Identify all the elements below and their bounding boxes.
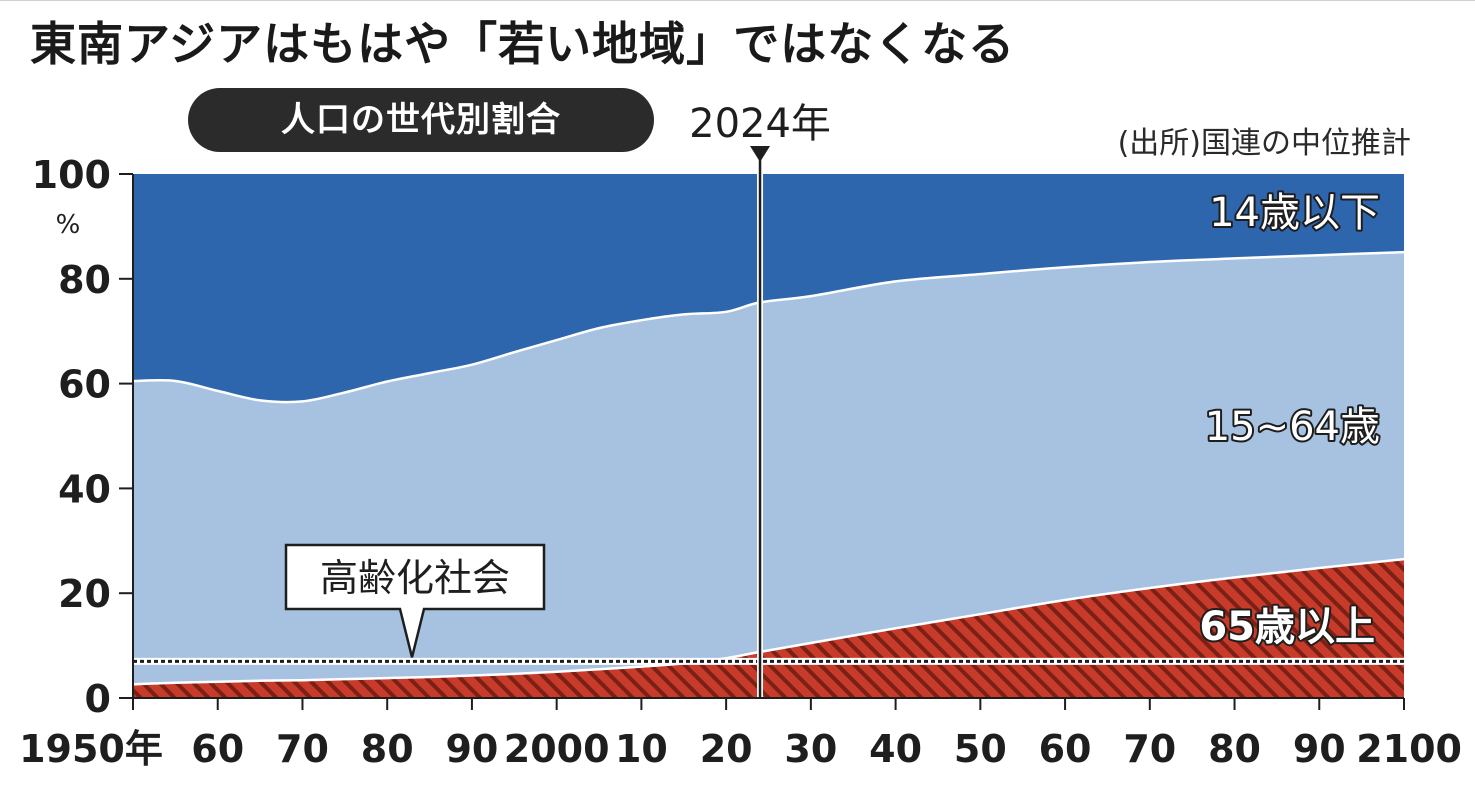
callout-label: 高齢化社会 xyxy=(320,556,510,600)
y-unit-label: % xyxy=(56,210,81,240)
x-tick-label: 90 xyxy=(445,727,498,771)
x-tick-label: 80 xyxy=(361,727,414,771)
x-tick-label: 2100 xyxy=(1356,727,1462,771)
y-tick-label: 80 xyxy=(58,258,111,302)
boundary-65-plus-top xyxy=(132,557,1405,686)
boundary-15-64-top xyxy=(132,250,1405,404)
y-tick-label: 60 xyxy=(58,363,111,407)
subtitle-text: 人口の世代別割合 xyxy=(281,100,561,140)
series-label-under14: 14歳以下 xyxy=(1209,190,1380,236)
x-tick-label: 60 xyxy=(191,727,244,771)
x-tick-label: 2000 xyxy=(504,727,610,771)
x-tick-label: 60 xyxy=(1039,727,1092,771)
y-tick-label: 0 xyxy=(85,677,111,721)
series-label-65-plus: 65歳以上 xyxy=(1199,604,1375,650)
y-tick-label: 20 xyxy=(58,572,111,616)
x-tick-label: 50 xyxy=(954,727,1007,771)
marker-triangle xyxy=(750,146,771,162)
x-tick-label: 10 xyxy=(615,727,668,771)
subtitle-badge: 人口の世代別割合 xyxy=(188,88,654,152)
x-tick-label: 90 xyxy=(1293,727,1346,771)
marker-label: 2024年 xyxy=(689,101,831,147)
callout-box xyxy=(284,543,546,658)
series-label-15-64: 15~64歳 xyxy=(1205,404,1380,450)
x-tick-label: 80 xyxy=(1208,727,1261,771)
y-tick-label: 40 xyxy=(58,467,111,511)
x-tick-label: 1950年 xyxy=(19,727,163,771)
x-tick-label: 40 xyxy=(869,727,922,771)
x-tick-label: 70 xyxy=(276,727,329,771)
source-note: (出所)国連の中位推計 xyxy=(1117,126,1411,161)
x-tick-label: 20 xyxy=(700,727,753,771)
x-tick-label: 70 xyxy=(1123,727,1176,771)
y-tick-label: 100 xyxy=(32,153,111,197)
chart-title: 東南アジアはもはや「若い地域」ではなくなる xyxy=(30,17,1016,71)
x-tick-label: 30 xyxy=(784,727,837,771)
